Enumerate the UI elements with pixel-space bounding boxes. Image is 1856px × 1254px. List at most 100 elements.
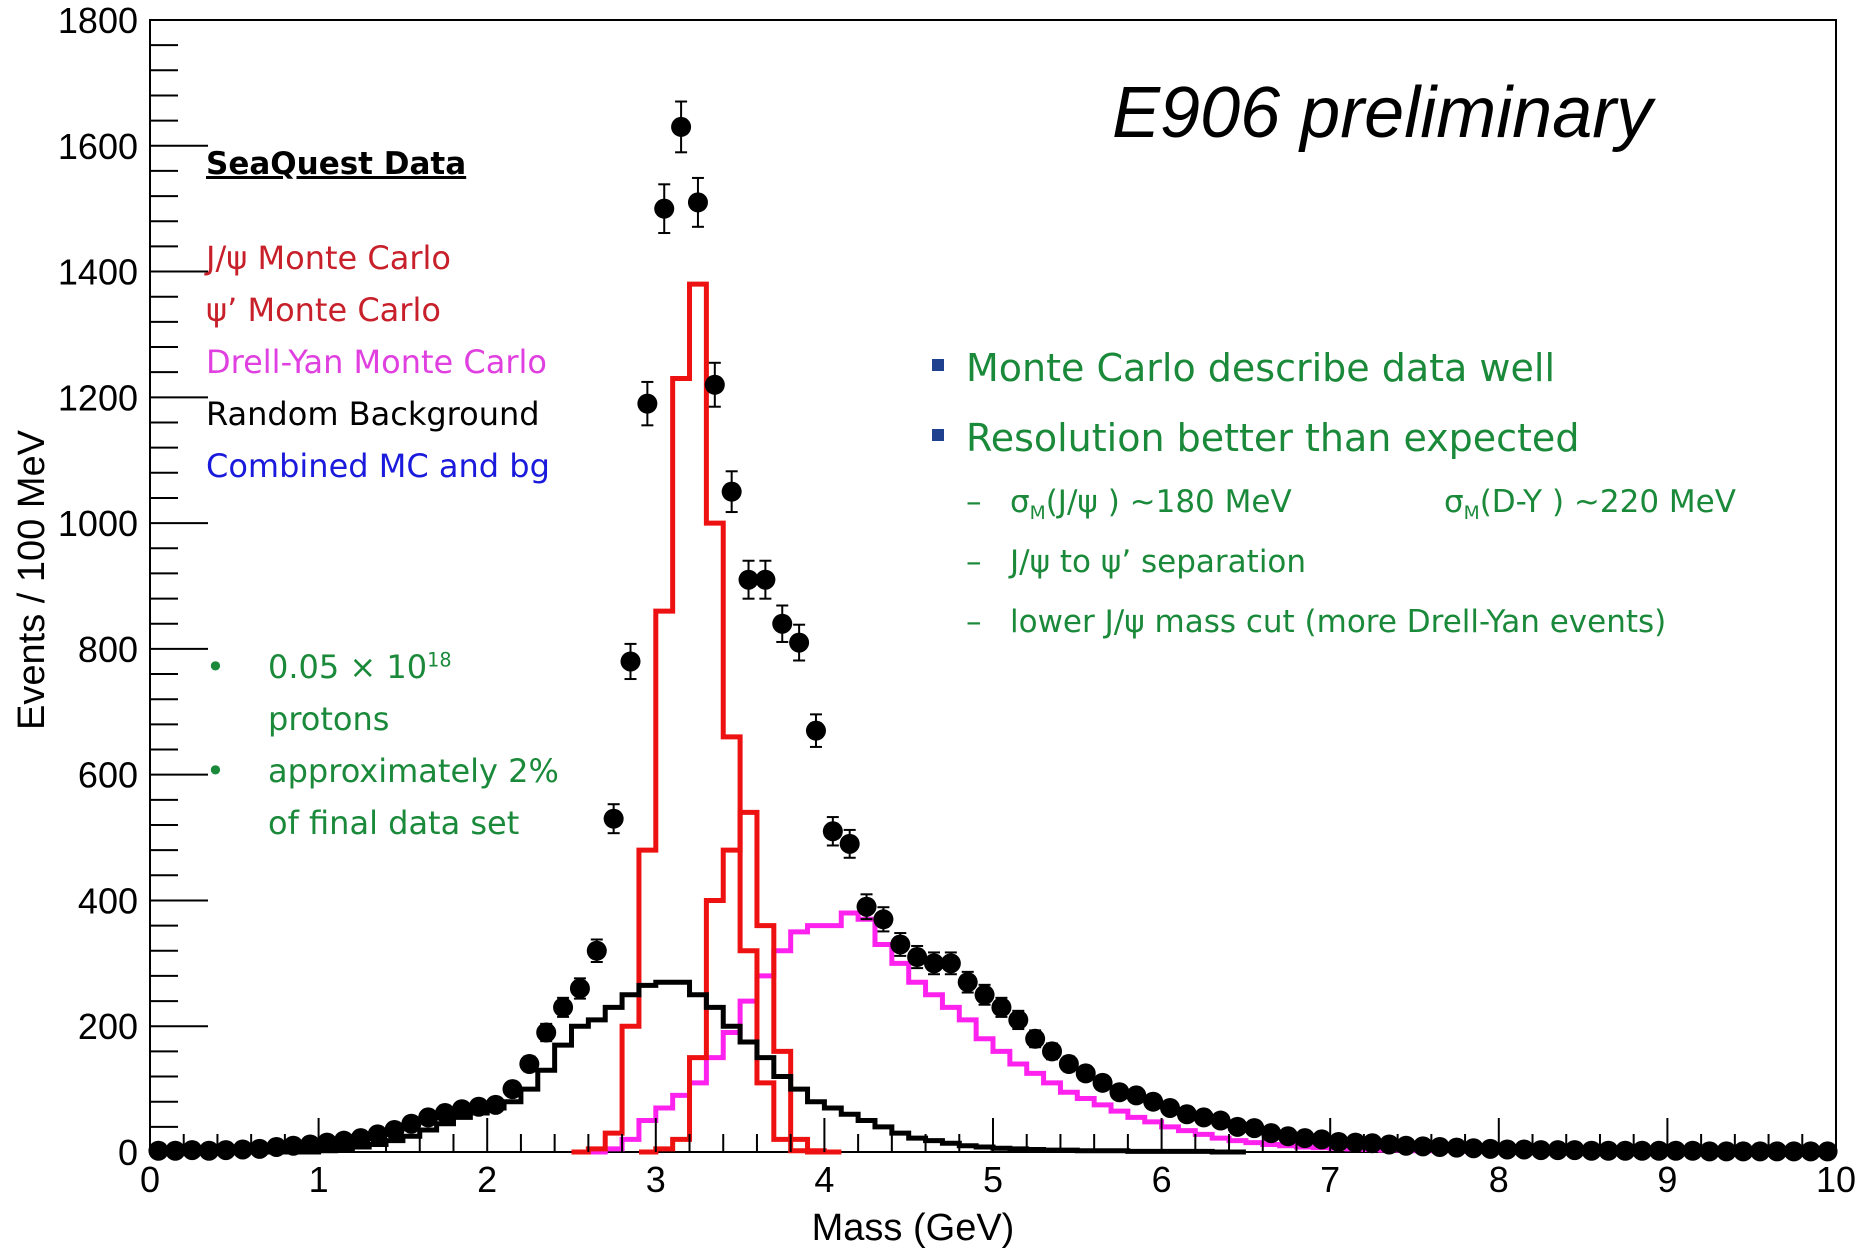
data-point [418,1107,439,1128]
data-point [603,808,624,829]
data-point [755,569,776,590]
data-point [687,192,708,213]
y-tick-label: 0 [118,1132,138,1173]
x-tick-label: 3 [646,1159,666,1200]
left-note-protons-count: 0.05 × 1018 [268,648,452,686]
data-point [1008,1009,1029,1030]
data-points-layer [148,100,1838,1162]
data-point [1530,1140,1551,1161]
data-point [940,953,961,974]
data-point [907,947,928,968]
data-point [957,972,978,993]
x-tick-label: 9 [1657,1159,1677,1200]
data-point [1581,1140,1602,1161]
data-point [1480,1138,1501,1159]
data-point [1665,1140,1686,1161]
data-point [502,1079,523,1100]
y-tick-label: 200 [78,1006,138,1047]
data-point [856,896,877,917]
data-point [772,613,793,634]
data-point [1025,1028,1046,1049]
x-tick-label: 7 [1320,1159,1340,1200]
x-tick-label: 10 [1816,1159,1856,1200]
data-point [822,821,843,842]
data-point [300,1134,321,1155]
data-point [1244,1118,1265,1139]
y-tick-label: 1000 [58,503,138,544]
data-point [789,632,810,653]
legend-entry-random-bg: Random Background [206,388,540,440]
data-point [1261,1123,1282,1144]
data-point [283,1135,304,1156]
data-point [1294,1128,1315,1149]
square-bullet-icon [932,358,944,371]
resolution-sub-item: – σM(J/ψ ) ~180 MeV [966,484,1292,524]
data-point [1379,1134,1400,1155]
data-point [148,1140,169,1161]
data-point [1699,1141,1720,1162]
data-point [1396,1135,1417,1156]
data-point [401,1113,422,1134]
data-point [1716,1141,1737,1162]
data-point [1446,1137,1467,1158]
square-bullet-icon [932,428,944,441]
sigma-subscript: M [1029,503,1046,525]
data-point [485,1094,506,1115]
y-tick-label: 1800 [58,0,138,41]
data-point [1042,1041,1063,1062]
x-tick-label: 1 [309,1159,329,1200]
left-note-protons-word: protons [268,700,390,738]
data-point [1547,1140,1568,1161]
y-tick-label: 1600 [58,126,138,167]
jpsi-resolution: (J/ψ ) ~180 MeV [1045,484,1292,520]
data-point [991,997,1012,1018]
data-point [435,1103,456,1124]
data-point [1126,1085,1147,1106]
legend-title: SeaQuest Data [206,146,467,182]
data-point [1193,1107,1214,1128]
legend-entry-label: J/ψ Monte Carlo [206,239,451,277]
data-point [1615,1140,1636,1161]
x-tick-label: 5 [983,1159,1003,1200]
data-point [1412,1136,1433,1157]
legend-entry-label: Drell-Yan Monte Carlo [206,343,547,381]
data-point [1311,1129,1332,1150]
mass-cut-text: lower J/ψ mass cut (more Drell-Yan event… [1010,604,1667,640]
data-point [721,481,742,502]
data-point [805,720,826,741]
data-point [1058,1053,1079,1074]
data-point [1632,1140,1653,1161]
dy-resolution: (D-Y ) ~220 MeV [1479,484,1736,520]
series-line [588,910,1569,1155]
data-point [1817,1141,1838,1162]
data-point [519,1053,540,1074]
data-point [350,1128,371,1149]
sub-dash: – [966,604,982,640]
data-point [1648,1140,1669,1161]
y-tick-label: 1200 [58,377,138,418]
data-point [923,953,944,974]
data-point [873,909,894,930]
data-point [1328,1131,1349,1152]
data-point [333,1130,354,1151]
data-point [317,1132,338,1153]
x-tick-label: 2 [477,1159,497,1200]
data-point [1733,1141,1754,1162]
chart-title: E906 preliminary [1112,73,1653,153]
separation-sub-item: – J/ψ to ψ’ separation [966,544,1306,580]
data-point [182,1140,203,1161]
data-point [637,393,658,414]
sub-dash: – [966,484,982,520]
data-point [1210,1110,1231,1131]
data-point [1463,1138,1484,1159]
data-point [569,978,590,999]
sub-dash: – [966,544,982,580]
data-point [232,1139,253,1160]
data-point [1143,1091,1164,1112]
data-point [1766,1141,1787,1162]
data-point [165,1140,186,1161]
data-point [586,940,607,961]
legend-entry-combined: Combined MC and bg [206,440,550,492]
data-point [266,1136,287,1157]
data-point [890,934,911,955]
